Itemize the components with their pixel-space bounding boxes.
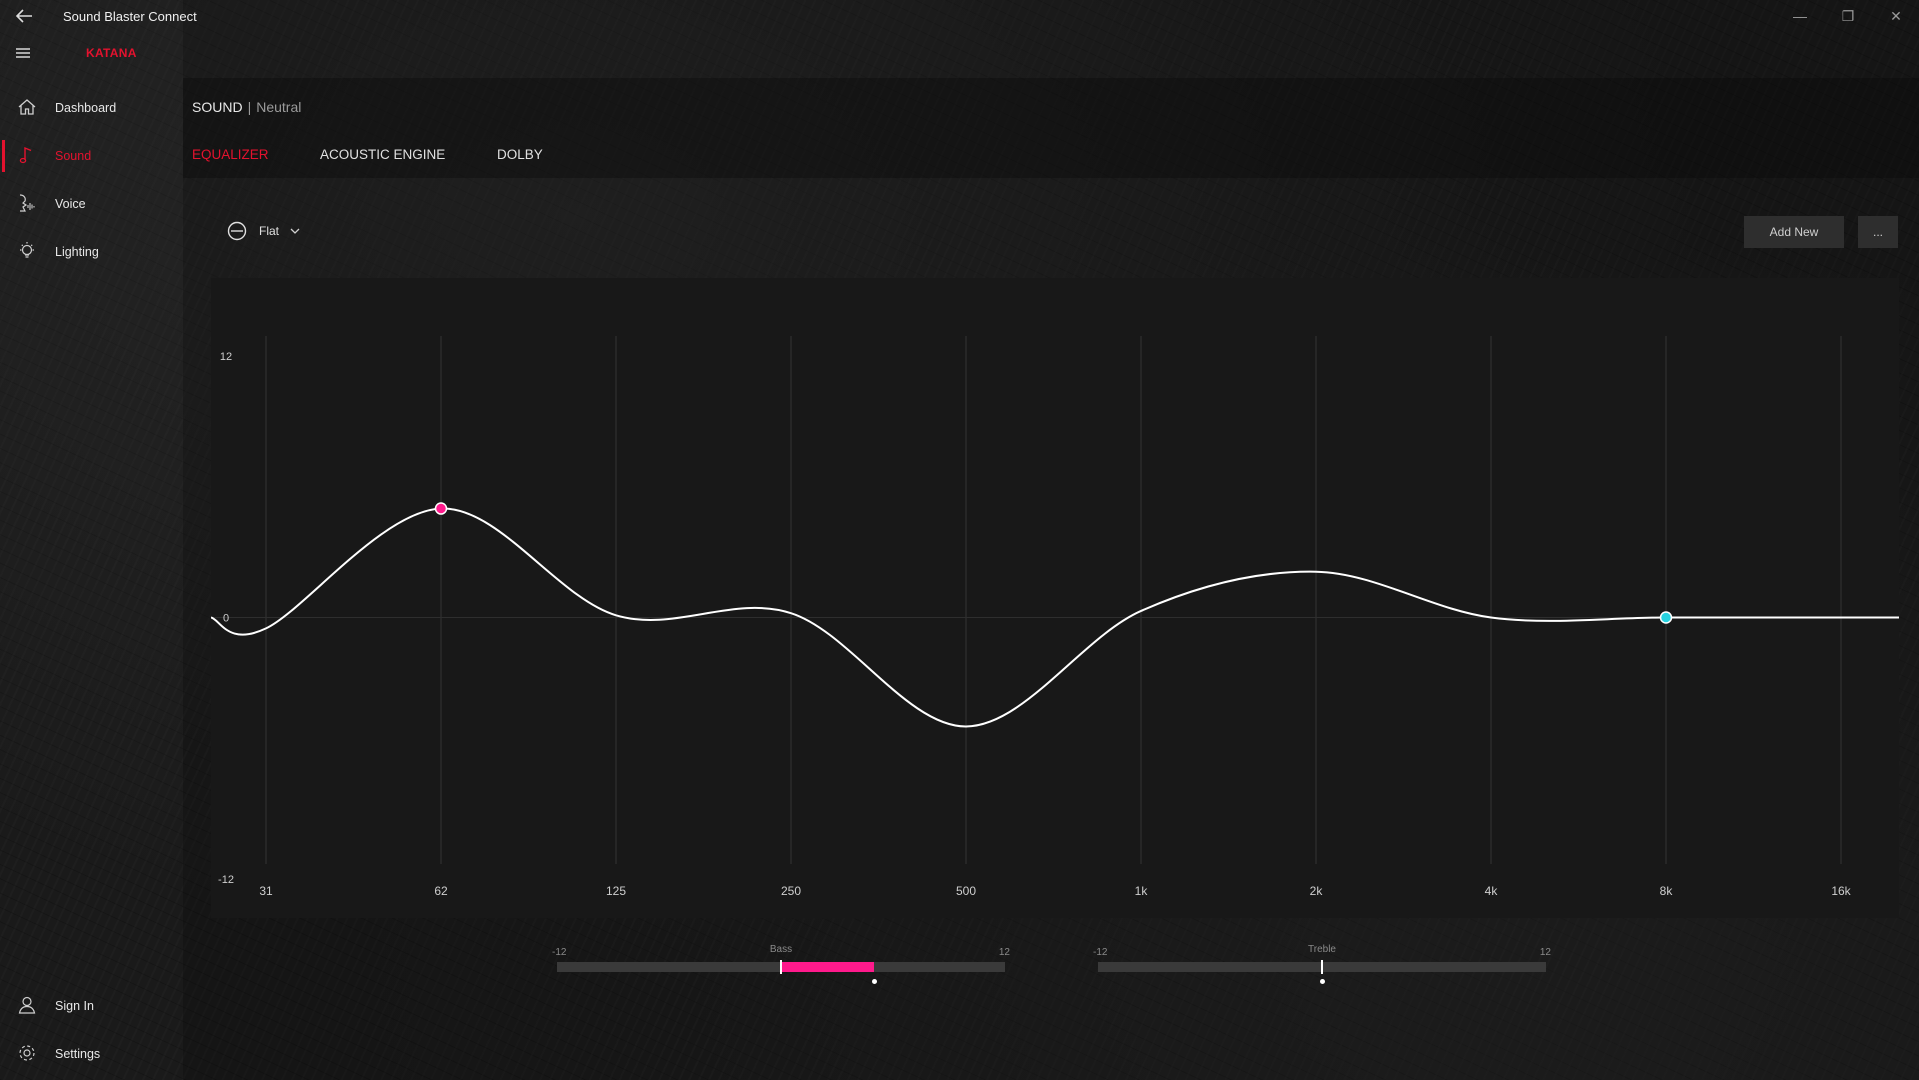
add-new-button[interactable]: Add New <box>1744 216 1844 248</box>
header-band <box>183 78 1919 178</box>
treble-slider[interactable] <box>1098 960 1546 974</box>
sidebar-item-label: Dashboard <box>55 101 117 115</box>
breadcrumb-root: SOUND <box>192 99 243 115</box>
sidebar-nav: Dashboard Sound Voice Lighting <box>0 84 183 276</box>
x-tick-label: 4k <box>1485 884 1499 898</box>
tab-acoustic-engine[interactable]: ACOUSTIC ENGINE <box>320 147 446 162</box>
sidebar-item-voice[interactable]: Voice <box>0 180 183 228</box>
user-icon <box>18 996 36 1014</box>
device-name: KATANA <box>86 46 137 60</box>
equalizer-graph[interactable]: 31 62 125 250 500 1k 2k 4k 8k 16k 12 0 -12 <box>210 278 1899 918</box>
sidebar-bottom: Sign In Settings <box>0 982 183 1078</box>
treble-min-label: -12 <box>1093 947 1108 958</box>
bass-max-label: 12 <box>998 947 1010 958</box>
restore-button[interactable]: ❐ <box>1841 8 1855 24</box>
x-tick-label: 31 <box>259 884 273 898</box>
x-tick-label: 2k <box>1310 884 1324 898</box>
sidebar-item-lighting[interactable]: Lighting <box>0 228 183 276</box>
eq-band-handle[interactable] <box>434 502 448 515</box>
home-icon <box>18 99 36 115</box>
bass-slider-fill <box>781 962 875 972</box>
sidebar-item-label: Lighting <box>55 245 99 259</box>
treble-slider-center-tick <box>1321 960 1323 974</box>
x-tick-label: 250 <box>781 884 801 898</box>
treble-control: -12 Treble 12 <box>1093 942 1551 986</box>
y-tick-label: -12 <box>218 874 234 886</box>
treble-label: Treble <box>1308 944 1336 955</box>
sidebar-item-sign-in[interactable]: Sign In <box>0 982 183 1030</box>
bass-min-label: -12 <box>552 947 567 958</box>
tab-equalizer[interactable]: EQUALIZER <box>192 147 269 162</box>
x-tick-label: 500 <box>956 884 976 898</box>
sidebar-item-label: Settings <box>55 1047 101 1061</box>
back-button[interactable] <box>12 4 36 28</box>
breadcrumb: SOUND | Neutral <box>192 99 301 115</box>
bass-slider-center-tick <box>780 960 782 974</box>
y-tick-label: 12 <box>220 351 232 363</box>
lightbulb-icon <box>20 242 34 258</box>
breadcrumb-preset: Neutral <box>256 99 302 115</box>
x-tick-label: 8k <box>1660 884 1674 898</box>
x-tick-label: 1k <box>1135 884 1149 898</box>
sidebar-item-label: Sign In <box>55 999 94 1013</box>
preset-circle-icon <box>227 221 247 241</box>
back-arrow-icon <box>15 9 32 23</box>
x-tick-label: 16k <box>1831 884 1851 898</box>
y-tick-label: 0 <box>223 613 229 625</box>
treble-slider-handle[interactable] <box>1319 979 1325 984</box>
x-tick-label: 62 <box>434 884 448 898</box>
equalizer-chart: 31 62 125 250 500 1k 2k 4k 8k 16k 12 0 -12 <box>210 278 1899 918</box>
voice-icon <box>19 194 35 212</box>
bass-slider[interactable] <box>557 960 1005 974</box>
app-title: Sound Blaster Connect <box>63 9 197 24</box>
sidebar-item-dashboard[interactable]: Dashboard <box>0 84 183 132</box>
x-tick-label: 125 <box>606 884 626 898</box>
gear-icon <box>19 1045 35 1061</box>
sidebar-item-label: Voice <box>55 197 86 211</box>
sidebar-item-settings[interactable]: Settings <box>0 1030 183 1078</box>
hamburger-icon <box>16 48 30 58</box>
minimize-button[interactable]: — <box>1793 8 1807 24</box>
bass-control: -12 Bass 12 <box>552 942 1010 986</box>
eq-band-handle[interactable] <box>1659 611 1673 624</box>
preset-dropdown-value: Flat <box>259 224 280 238</box>
title-bar: Sound Blaster Connect — ❐ ✕ <box>0 0 1919 32</box>
preset-dropdown[interactable]: Flat <box>226 219 301 243</box>
treble-max-label: 12 <box>1539 947 1551 958</box>
bass-slider-handle[interactable] <box>871 979 877 984</box>
sidebar-item-label: Sound <box>55 149 92 163</box>
sidebar-item-sound[interactable]: Sound <box>0 132 183 180</box>
bass-label: Bass <box>769 944 793 955</box>
menu-toggle-button[interactable] <box>12 42 34 64</box>
chevron-down-icon <box>290 228 300 234</box>
more-options-button[interactable]: ... <box>1858 216 1898 248</box>
breadcrumb-separator: | <box>247 99 252 115</box>
close-button[interactable]: ✕ <box>1890 8 1902 24</box>
music-note-icon <box>19 146 32 164</box>
tab-dolby[interactable]: DOLBY <box>497 147 543 162</box>
